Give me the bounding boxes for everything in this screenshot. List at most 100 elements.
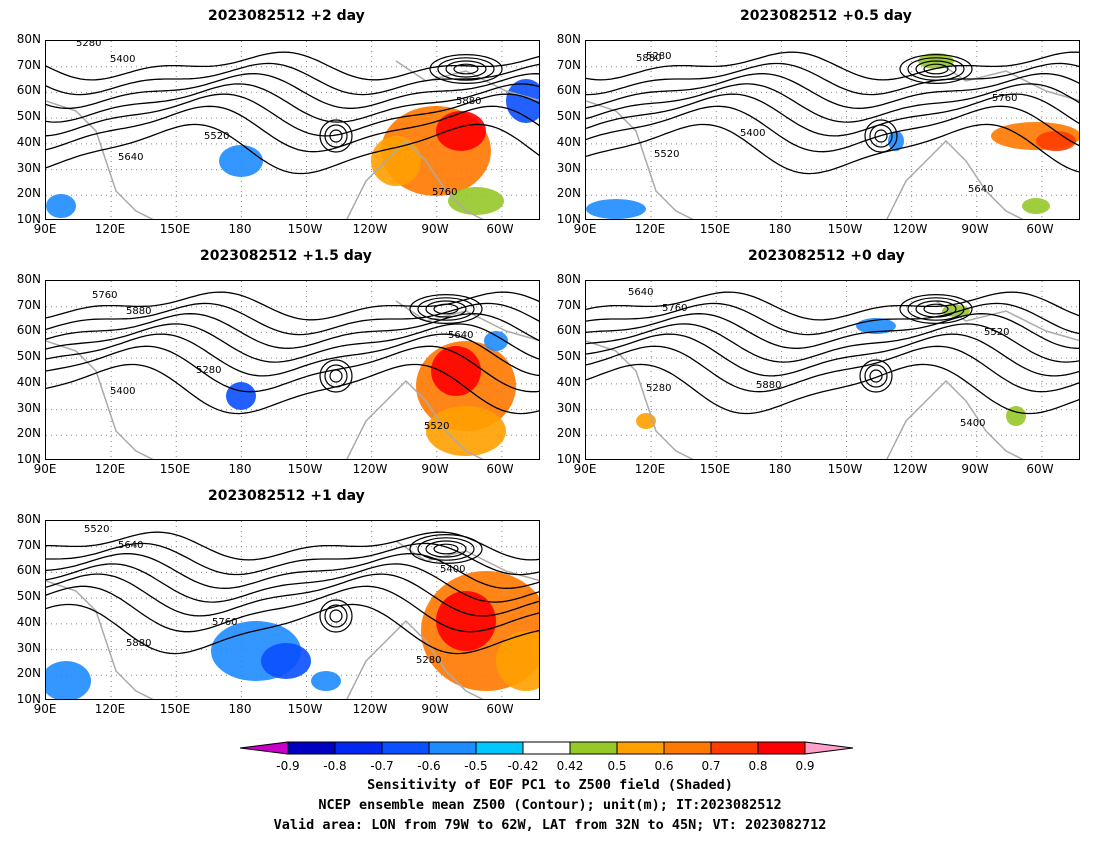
z500-contour bbox=[46, 563, 539, 603]
z500-contour bbox=[46, 585, 539, 633]
contour-label: 5880 bbox=[756, 380, 781, 391]
z500-contour bbox=[46, 105, 539, 153]
longitude-label: 120E bbox=[94, 462, 126, 476]
z500-contour bbox=[586, 333, 1079, 377]
colorbar-tick-label: 0.6 bbox=[654, 759, 673, 773]
sensitivity-shading bbox=[484, 331, 508, 351]
contour-label: 5520 bbox=[204, 131, 229, 142]
latitude-label: 20N bbox=[16, 426, 41, 441]
longitude-label: 90W bbox=[421, 702, 449, 716]
longitude-label: 180 bbox=[228, 462, 252, 476]
panel-title: 2023082512 +2 day bbox=[208, 8, 365, 24]
sensitivity-shading bbox=[46, 661, 91, 699]
colorbar-tick-label: -0.8 bbox=[323, 759, 346, 773]
latitude-label: 20N bbox=[556, 186, 581, 201]
longitude-label: 120E bbox=[634, 222, 666, 236]
colorbar-segment bbox=[287, 741, 336, 755]
cutoff-low-contour bbox=[329, 129, 343, 143]
longitude-label: 120E bbox=[634, 462, 666, 476]
longitude-label: 90E bbox=[33, 702, 57, 716]
latitude-label: 70N bbox=[556, 297, 581, 312]
z500-contour bbox=[46, 573, 539, 617]
colorbar-tick-label: -0.6 bbox=[417, 759, 440, 773]
contour-label: 5280 bbox=[196, 365, 221, 376]
colorbar-segment bbox=[710, 741, 759, 755]
longitude-label: 120W bbox=[892, 462, 928, 476]
contour-label: 5520 bbox=[984, 327, 1009, 338]
low-center-contour bbox=[445, 60, 487, 78]
colorbar-tick-label: 0.5 bbox=[607, 759, 626, 773]
z500-contour bbox=[586, 73, 1079, 109]
sensitivity-shading bbox=[371, 136, 421, 186]
low-center-contour bbox=[899, 54, 973, 84]
latitude-label: 10N bbox=[16, 692, 41, 706]
map-svg: 5280 5400 5520 5640 5760 5880 bbox=[46, 521, 539, 699]
cutoff-low-contour bbox=[319, 599, 353, 633]
colorbar: -0.9 -0.8 -0.7 -0.6 -0.5 -0.42 0.42 0.5 0.6 0.7 0.… bbox=[239, 740, 860, 780]
latitude-label: 50N bbox=[16, 349, 41, 364]
z500-contour bbox=[46, 531, 539, 561]
sensitivity-shading bbox=[261, 643, 311, 679]
longitude-label: 60W bbox=[1026, 222, 1054, 236]
longitude-label: 60W bbox=[486, 222, 514, 236]
latitude-label: 20N bbox=[556, 426, 581, 441]
colorbar-tick-label: 0.42 bbox=[557, 759, 584, 773]
map-panel: 5280 5400 5520 5640 5760 5880 bbox=[45, 40, 540, 220]
sensitivity-shading bbox=[426, 406, 506, 456]
contour-label: 5400 bbox=[740, 128, 765, 139]
z500-contour bbox=[586, 123, 1079, 175]
panel-title: 2023082512 +1.5 day bbox=[200, 248, 372, 264]
cutoff-low-contour bbox=[859, 359, 893, 393]
longitude-label: 90W bbox=[421, 222, 449, 236]
longitude-label: 150E bbox=[159, 222, 191, 236]
colorbar-tick-label: -0.7 bbox=[370, 759, 393, 773]
contour-label: 5280 bbox=[646, 383, 671, 394]
map-panel: 5280 5400 5520 5640 5760 5880 bbox=[585, 40, 1080, 220]
contour-label: 5880 bbox=[456, 96, 481, 107]
z500-contour bbox=[46, 62, 539, 96]
contour-label: 5880 bbox=[126, 638, 151, 649]
longitude-label: 60W bbox=[1026, 462, 1054, 476]
latitude-label: 70N bbox=[16, 537, 41, 552]
contour-label: 5640 bbox=[118, 540, 143, 551]
z500-contour bbox=[46, 323, 539, 363]
latitude-label: 30N bbox=[16, 640, 41, 655]
z500-contour bbox=[586, 323, 1079, 363]
low-center-contour bbox=[907, 57, 965, 81]
contour-label: 5280 bbox=[416, 655, 441, 666]
longitude-label: 180 bbox=[228, 222, 252, 236]
z500-contour bbox=[586, 291, 1079, 321]
sensitivity-shading bbox=[586, 199, 646, 219]
low-center-contour bbox=[429, 54, 503, 84]
longitude-label: 120W bbox=[352, 222, 388, 236]
z500-contour bbox=[46, 291, 539, 321]
map-svg: 5280 5400 5520 5640 5760 5880 bbox=[586, 281, 1079, 459]
caption-line-1: Sensitivity of EOF PC1 to Z500 field (Sh… bbox=[367, 777, 733, 793]
latitude-label: 30N bbox=[16, 400, 41, 415]
z500-contour bbox=[46, 123, 539, 175]
longitude-label: 120E bbox=[94, 222, 126, 236]
latitude-label: 10N bbox=[16, 212, 41, 226]
contour-label: 5520 bbox=[84, 524, 109, 535]
longitude-label: 150W bbox=[287, 702, 323, 716]
longitude-label: 150E bbox=[699, 462, 731, 476]
latitude-label: 10N bbox=[556, 212, 581, 226]
latitude-label: 20N bbox=[16, 186, 41, 201]
contour-label: 5400 bbox=[440, 564, 465, 575]
cutoff-low-contour bbox=[319, 359, 353, 393]
colorbar-tick-label: 0.9 bbox=[795, 759, 814, 773]
contour-label: 5400 bbox=[110, 386, 135, 397]
z500-contour bbox=[46, 333, 539, 377]
longitude-label: 150W bbox=[827, 462, 863, 476]
contour-label: 5280 bbox=[646, 51, 671, 62]
latitude-label: 80N bbox=[16, 32, 41, 46]
contour-label: 5760 bbox=[212, 617, 237, 628]
low-center-contour bbox=[417, 537, 475, 561]
low-center-contour bbox=[425, 540, 467, 558]
contour-label: 5520 bbox=[424, 421, 449, 432]
colorbar-segment bbox=[522, 741, 571, 755]
latitude-label: 40N bbox=[556, 374, 581, 389]
coastline bbox=[46, 60, 539, 219]
coastline bbox=[586, 60, 1079, 219]
map-svg: 5280 5400 5520 5640 5760 5880 bbox=[46, 281, 539, 459]
